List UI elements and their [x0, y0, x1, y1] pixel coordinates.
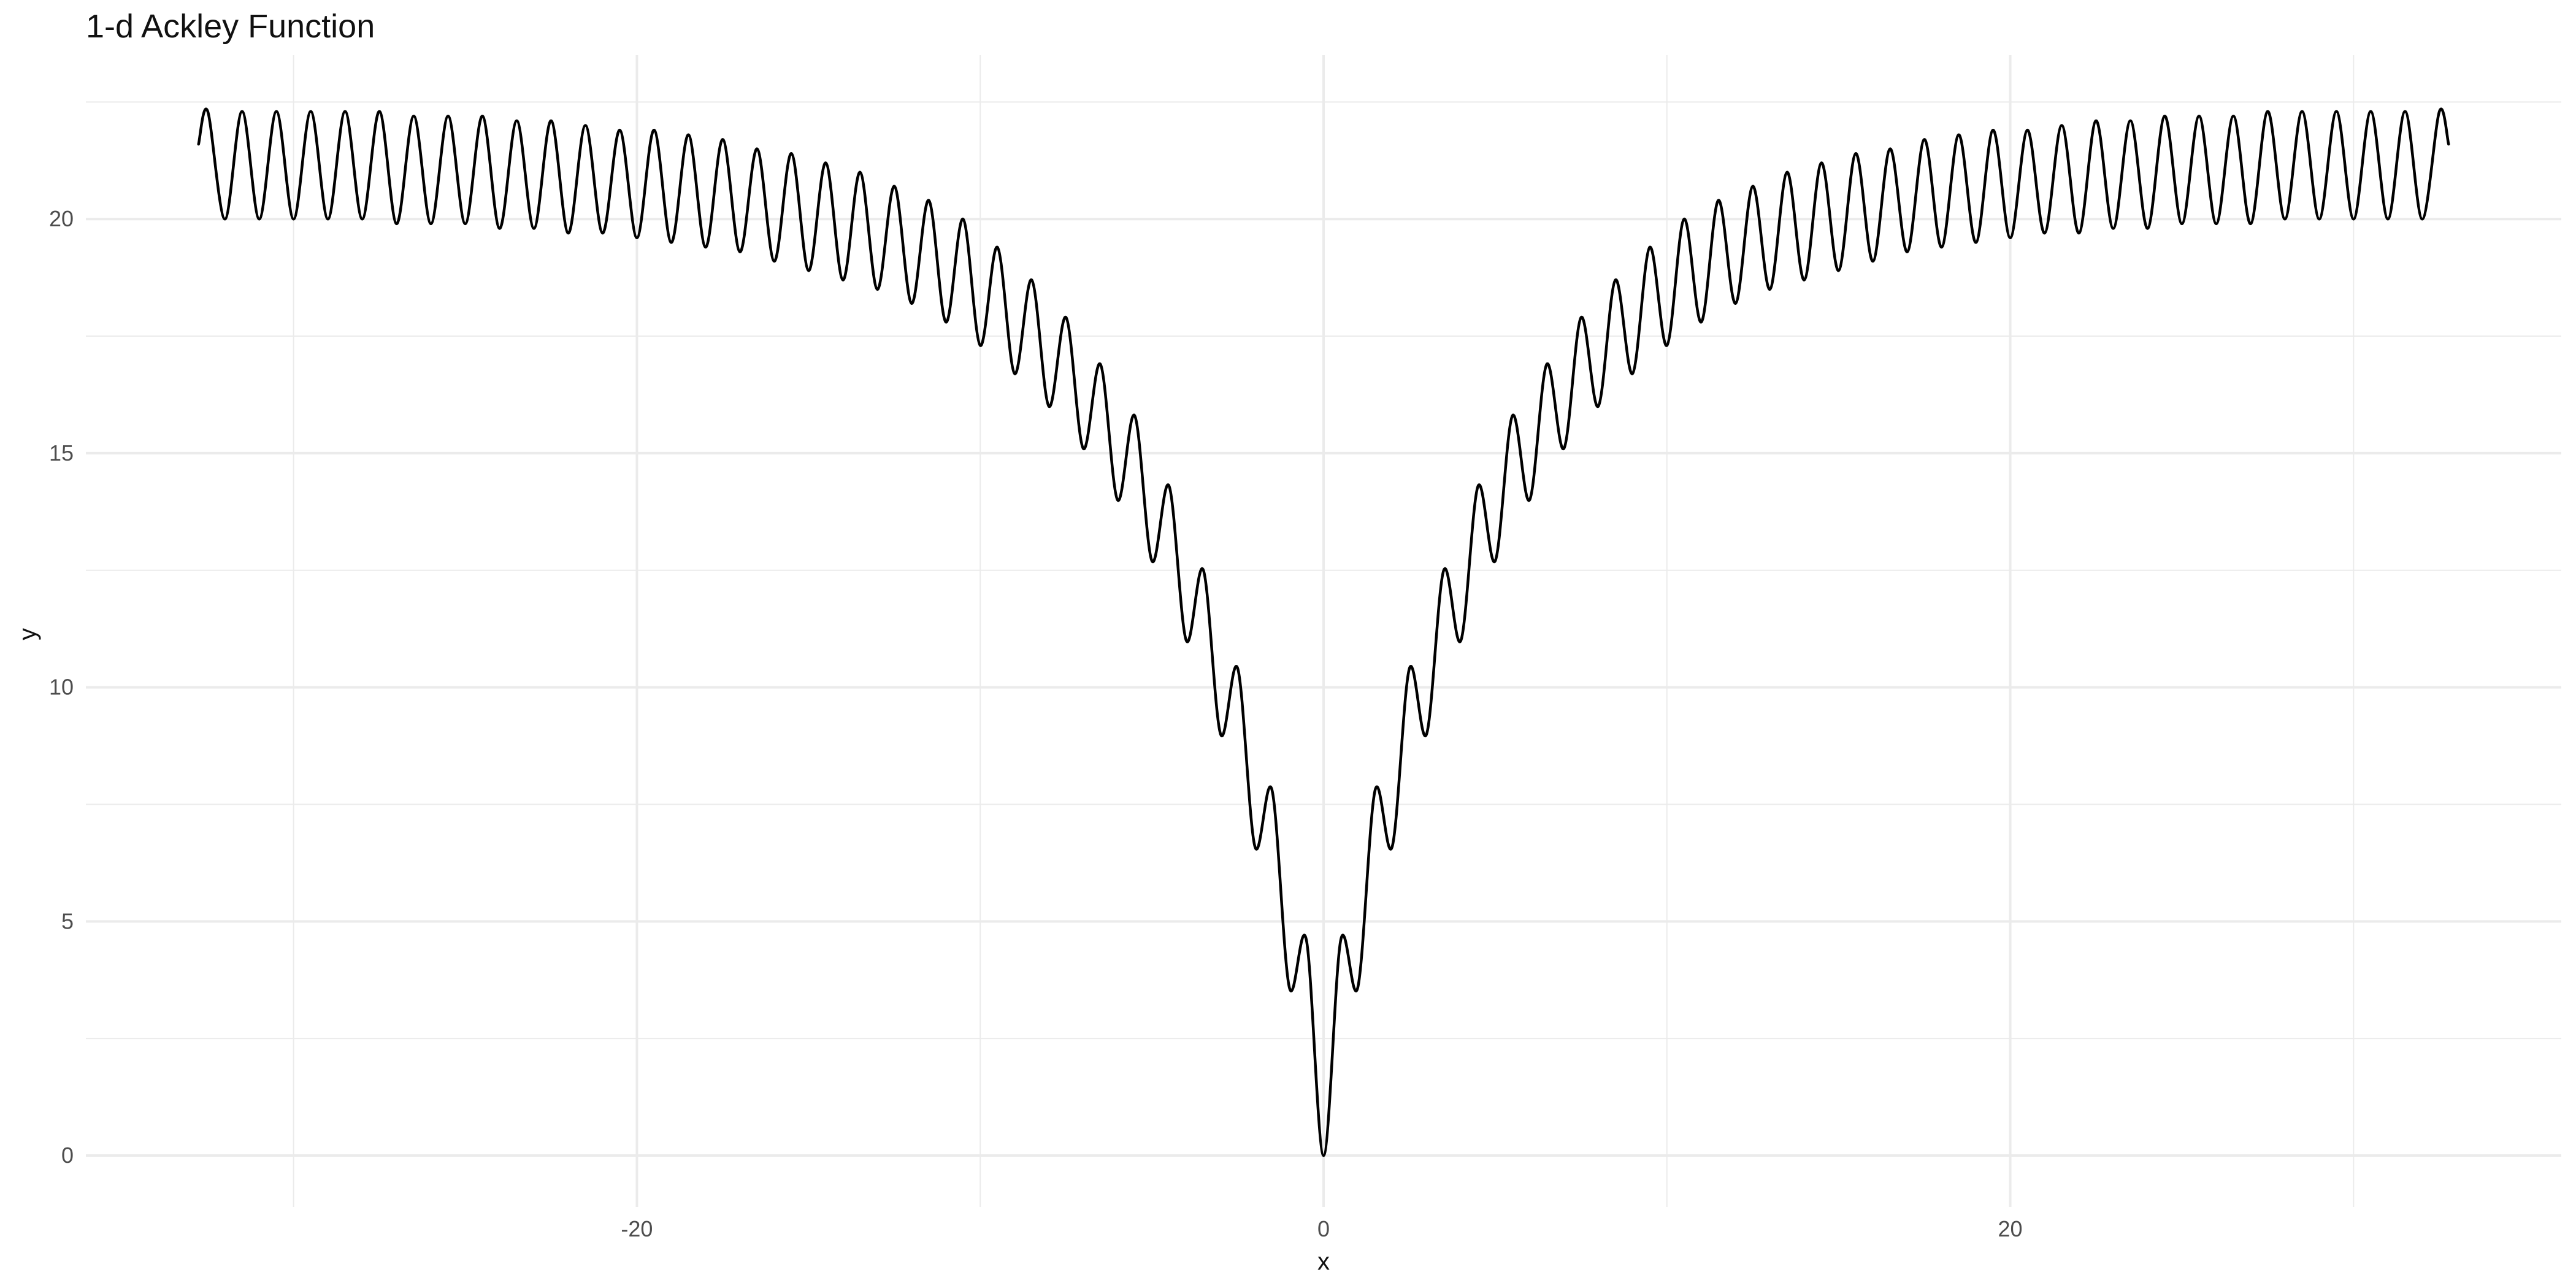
y-axis-title: y [14, 628, 41, 640]
y-tick-label: 15 [49, 440, 74, 466]
x-tick-labels: -20 0 20 [621, 1216, 2022, 1241]
ackley-series-line [197, 107, 2450, 1157]
major-gridlines [86, 55, 2561, 1207]
x-tick-label: 0 [1317, 1216, 1330, 1241]
x-axis-title: x [1317, 1248, 1330, 1275]
y-tick-labels: 0 5 10 15 20 [49, 206, 74, 1168]
y-tick-label: 5 [61, 908, 74, 933]
chart-title: 1-d Ackley Function [86, 8, 375, 45]
y-tick-label: 10 [49, 675, 74, 700]
x-tick-label: 20 [1998, 1216, 2023, 1241]
x-tick-label: -20 [621, 1216, 653, 1241]
series-layer [197, 107, 2450, 1157]
y-tick-label: 20 [49, 206, 74, 231]
y-tick-label: 0 [61, 1143, 74, 1168]
